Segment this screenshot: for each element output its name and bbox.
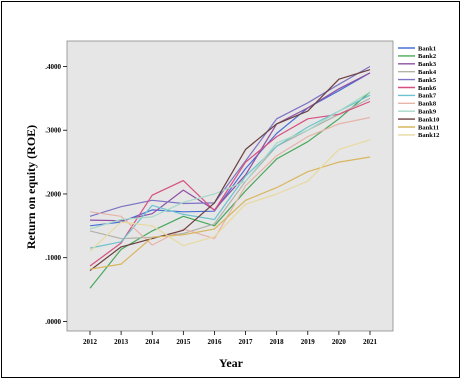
legend-label-bank7: Bank7 bbox=[418, 93, 437, 100]
x-tick-label: 2018 bbox=[270, 338, 285, 346]
legend-label-bank4: Bank4 bbox=[418, 69, 437, 76]
series-line-bank6 bbox=[89, 100, 371, 267]
series-line-bank8 bbox=[89, 116, 371, 246]
series-line-bank9 bbox=[89, 91, 371, 230]
legend-label-bank1: Bank1 bbox=[418, 45, 436, 52]
series-lines bbox=[89, 65, 371, 289]
series-line-bank3 bbox=[89, 72, 371, 222]
x-tick-label: 2017 bbox=[239, 338, 254, 346]
legend-label-bank6: Bank6 bbox=[418, 85, 437, 92]
x-axis: 2012 2013 2014 2015 2016 2017 2018 2019 2020 2021 bbox=[83, 331, 378, 346]
y-tick-label: .2000 bbox=[45, 190, 61, 198]
y-tick-label: .0000 bbox=[45, 318, 61, 326]
legend-label-bank12: Bank12 bbox=[418, 132, 439, 139]
x-tick-label: 2021 bbox=[363, 338, 378, 346]
x-tick-label: 2015 bbox=[176, 338, 191, 346]
y-tick-label: .3000 bbox=[45, 127, 61, 135]
series-line-bank10 bbox=[89, 69, 371, 271]
x-tick-label: 2019 bbox=[301, 338, 316, 346]
legend-label-bank11: Bank11 bbox=[418, 124, 439, 131]
x-tick-label: 2016 bbox=[207, 338, 222, 346]
y-axis-title: Return on equity (ROE) bbox=[24, 125, 38, 249]
x-tick-label: 2013 bbox=[114, 338, 129, 346]
x-axis-title: Year bbox=[219, 356, 244, 370]
x-tick-label: 2014 bbox=[145, 338, 160, 346]
legend-label-bank8: Bank8 bbox=[418, 101, 437, 108]
legend-label-bank5: Bank5 bbox=[418, 77, 437, 84]
x-tick-label: 2020 bbox=[332, 338, 347, 346]
y-tick-label: .4000 bbox=[45, 63, 61, 71]
x-tick-label: 2012 bbox=[83, 338, 98, 346]
legend: Bank1Bank2Bank3Bank4Bank5Bank6Bank7Bank8… bbox=[398, 45, 439, 139]
legend-label-bank2: Bank2 bbox=[418, 53, 436, 60]
series-line-bank11 bbox=[89, 156, 371, 270]
series-line-bank1 bbox=[89, 72, 371, 227]
legend-label-bank9: Bank9 bbox=[418, 109, 437, 116]
y-axis: .0000 .1000 .2000 .3000 .4000 bbox=[45, 63, 67, 326]
legend-label-bank3: Bank3 bbox=[418, 61, 437, 68]
y-tick-label: .1000 bbox=[45, 254, 61, 262]
series-line-bank5 bbox=[89, 65, 371, 217]
series-line-bank12 bbox=[89, 139, 371, 252]
legend-label-bank10: Bank10 bbox=[418, 116, 439, 123]
series-line-bank4 bbox=[89, 97, 371, 240]
